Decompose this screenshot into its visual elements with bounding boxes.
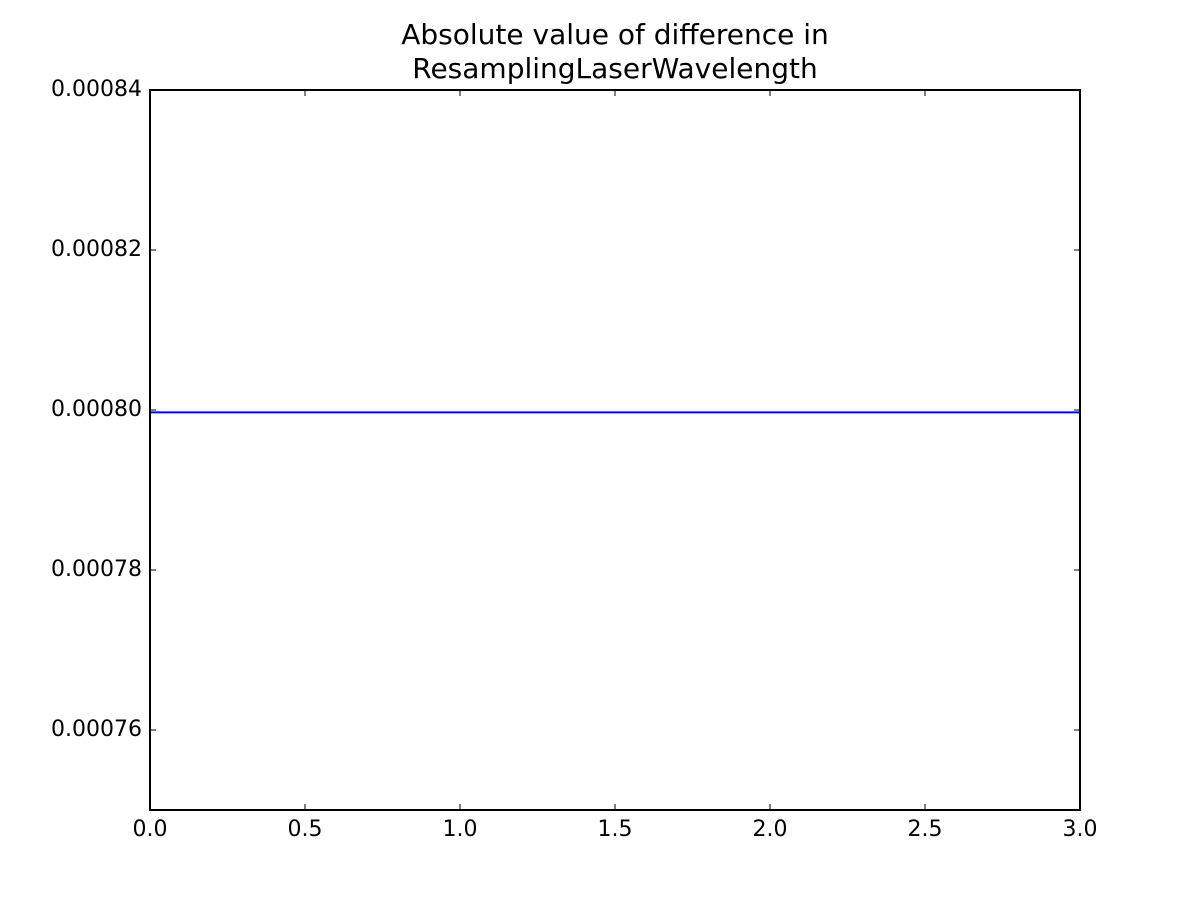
chart-title: Absolute value of difference in Resampli…: [401, 18, 829, 85]
y-tick-label: 0.00084: [51, 77, 142, 102]
x-tick-label: 3.0: [1063, 817, 1098, 842]
x-tick-label: 2.5: [908, 817, 943, 842]
plot-frame: [149, 89, 1081, 811]
x-tick-label: 1.0: [443, 817, 478, 842]
x-tick-label: 0.0: [133, 817, 168, 842]
x-tick-label: 1.5: [598, 817, 633, 842]
x-tick-label: 0.5: [288, 817, 323, 842]
y-tick-label: 0.00080: [51, 397, 142, 422]
y-tick-label: 0.00078: [51, 557, 142, 582]
y-tick-label: 0.00076: [51, 717, 142, 742]
x-tick-label: 2.0: [753, 817, 788, 842]
y-tick-label: 0.00082: [51, 237, 142, 262]
